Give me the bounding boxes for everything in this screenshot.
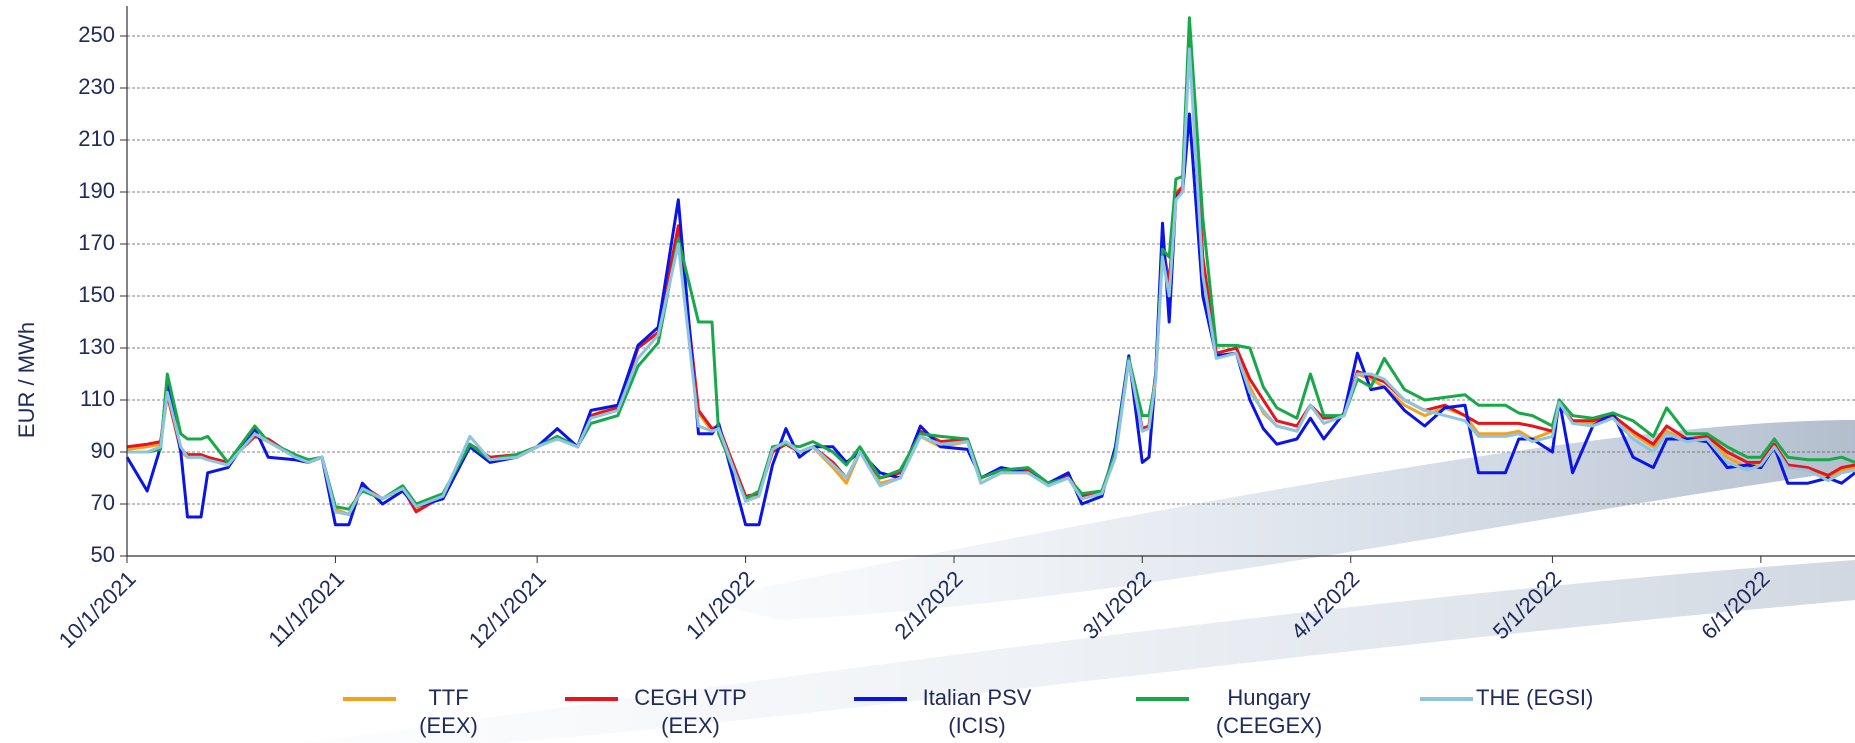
y-tick-label: 110 [80,386,115,411]
y-tick-label: 170 [78,230,115,255]
legend-label: THE (EGSI) [1473,684,1646,712]
y-tick-label: 90 [91,438,115,463]
legend-item: THE (EGSI) [1420,684,1646,712]
legend-item: Hungary (CEEGEX) [1136,684,1349,740]
y-tick-label: 70 [91,490,115,515]
legend-swatch [1420,697,1473,701]
legend-swatch [1136,697,1189,701]
legend-swatch [854,697,907,701]
y-tick-label: 130 [78,334,115,359]
legend-label: TTF (EEX) [396,684,501,740]
y-tick-label: 210 [78,126,115,151]
legend-item: CEGH VTP (EEX) [565,684,763,740]
y-tick-label: 250 [78,22,115,47]
y-tick-label: 190 [78,178,115,203]
y-axis-label: EUR / MWh [14,322,39,438]
legend: TTF (EEX) CEGH VTP (EEX) Italian PSV (ICIS… [0,684,1855,743]
series-line [127,18,1855,509]
legend-item: TTF (EEX) [343,684,501,740]
legend-swatch [565,697,618,701]
y-tick-label: 150 [78,282,115,307]
legend-label: CEGH VTP (EEX) [618,684,763,740]
chart: 50 70 90 110 130 150 170 190 210 230 250 10/1/2021 1… [0,0,1855,743]
x-tick-label: 10/1/2021 [54,566,141,653]
legend-label: Italian PSV (ICIS) [907,684,1047,740]
x-tick-label: 11/1/2021 [263,566,349,652]
y-tick-label: 50 [91,542,115,567]
legend-label: Hungary (CEEGEX) [1189,684,1349,740]
legend-item: Italian PSV (ICIS) [854,684,1047,740]
legend-swatch [343,697,396,701]
y-tick-label: 230 [78,74,115,99]
x-tick-label: 12/1/2021 [464,566,551,653]
page: 50 70 90 110 130 150 170 190 210 230 250 10/1/2021 1… [0,0,1855,743]
